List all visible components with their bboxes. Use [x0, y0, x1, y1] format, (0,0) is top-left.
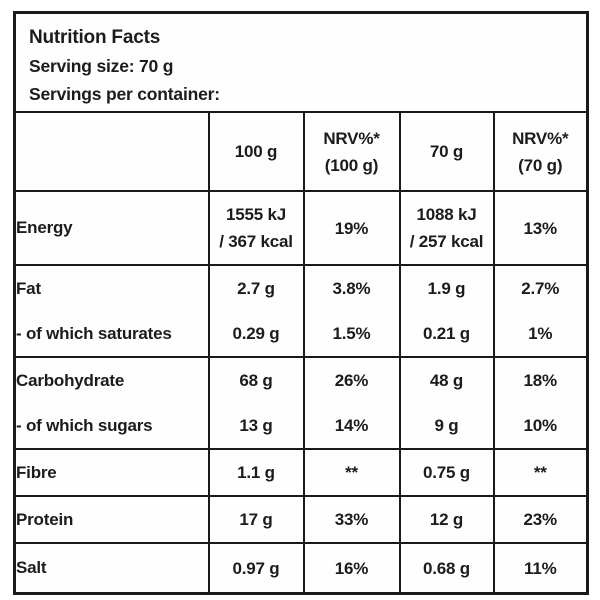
- sugars-label: - of which sugars: [13, 403, 210, 450]
- fibre-label: Fibre: [13, 448, 210, 497]
- saturates-per-100g: 0.29 g: [207, 311, 305, 358]
- sugars-nrv-100g: 14%: [302, 403, 401, 450]
- col-header-nrv-100g: NRV%* (100 g): [302, 111, 401, 192]
- row-sugars: - of which sugars 13 g 14% 9 g 10%: [13, 403, 589, 450]
- servings-per-container-text: Servings per container:: [29, 84, 220, 104]
- carbohydrate-label: Carbohydrate: [13, 356, 210, 403]
- label-header-cell: Nutrition Facts Serving size: 70 g Servi…: [13, 11, 589, 113]
- fat-label: Fat: [13, 264, 210, 311]
- fibre-nrv-70g: **: [492, 448, 589, 497]
- protein-nrv-100g: 33%: [302, 495, 401, 544]
- column-header-row: 100 g NRV%* (100 g) 70 g NRV%* (70 g): [13, 111, 589, 192]
- sugars-nrv-70g: 10%: [492, 403, 589, 450]
- row-protein: Protein 17 g 33% 12 g 23%: [13, 495, 589, 544]
- protein-per-70g: 12 g: [398, 495, 495, 544]
- col-header-100g: 100 g: [207, 111, 305, 192]
- energy-per-100g: 1555 kJ / 367 kcal: [207, 190, 305, 266]
- salt-per-100g: 0.97 g: [207, 542, 305, 595]
- carbohydrate-per-100g: 68 g: [207, 356, 305, 403]
- salt-label: Salt: [13, 542, 210, 595]
- salt-nrv-70g: 11%: [492, 542, 589, 595]
- salt-per-70g: 0.68 g: [398, 542, 495, 595]
- row-saturates: - of which saturates 0.29 g 1.5% 0.21 g …: [13, 311, 589, 358]
- saturates-nrv-100g: 1.5%: [302, 311, 401, 358]
- energy-nrv-100g: 19%: [302, 190, 401, 266]
- fibre-nrv-100g: **: [302, 448, 401, 497]
- fat-nrv-70g: 2.7%: [492, 264, 589, 311]
- nutrition-facts-table: Nutrition Facts Serving size: 70 g Servi…: [13, 11, 589, 595]
- protein-per-100g: 17 g: [207, 495, 305, 544]
- carbohydrate-nrv-100g: 26%: [302, 356, 401, 403]
- nutrition-facts-title: Nutrition Facts: [29, 27, 161, 48]
- sugars-per-70g: 9 g: [398, 403, 495, 450]
- row-salt: Salt 0.97 g 16% 0.68 g 11%: [13, 542, 589, 595]
- row-energy: Energy 1555 kJ / 367 kcal 19% 1088 kJ / …: [13, 190, 589, 266]
- col-header-nrv-70g: NRV%* (70 g): [492, 111, 589, 192]
- col-header-70g: 70 g: [398, 111, 495, 192]
- saturates-label: - of which saturates: [13, 311, 210, 358]
- serving-size-text: Serving size: 70 g: [29, 56, 174, 76]
- row-carbohydrate: Carbohydrate 68 g 26% 48 g 18%: [13, 356, 589, 403]
- sugars-per-100g: 13 g: [207, 403, 305, 450]
- fibre-per-70g: 0.75 g: [398, 448, 495, 497]
- salt-nrv-100g: 16%: [302, 542, 401, 595]
- row-fat: Fat 2.7 g 3.8% 1.9 g 2.7%: [13, 264, 589, 311]
- energy-per-70g: 1088 kJ / 257 kcal: [398, 190, 495, 266]
- saturates-per-70g: 0.21 g: [398, 311, 495, 358]
- protein-nrv-70g: 23%: [492, 495, 589, 544]
- energy-nrv-70g: 13%: [492, 190, 589, 266]
- fat-per-100g: 2.7 g: [207, 264, 305, 311]
- carbohydrate-nrv-70g: 18%: [492, 356, 589, 403]
- carbohydrate-per-70g: 48 g: [398, 356, 495, 403]
- energy-label: Energy: [13, 190, 210, 266]
- fat-nrv-100g: 3.8%: [302, 264, 401, 311]
- fibre-per-100g: 1.1 g: [207, 448, 305, 497]
- fat-per-70g: 1.9 g: [398, 264, 495, 311]
- protein-label: Protein: [13, 495, 210, 544]
- col-header-empty: [13, 111, 210, 192]
- saturates-nrv-70g: 1%: [492, 311, 589, 358]
- row-fibre: Fibre 1.1 g ** 0.75 g **: [13, 448, 589, 497]
- label-header-row: Nutrition Facts Serving size: 70 g Servi…: [13, 11, 589, 113]
